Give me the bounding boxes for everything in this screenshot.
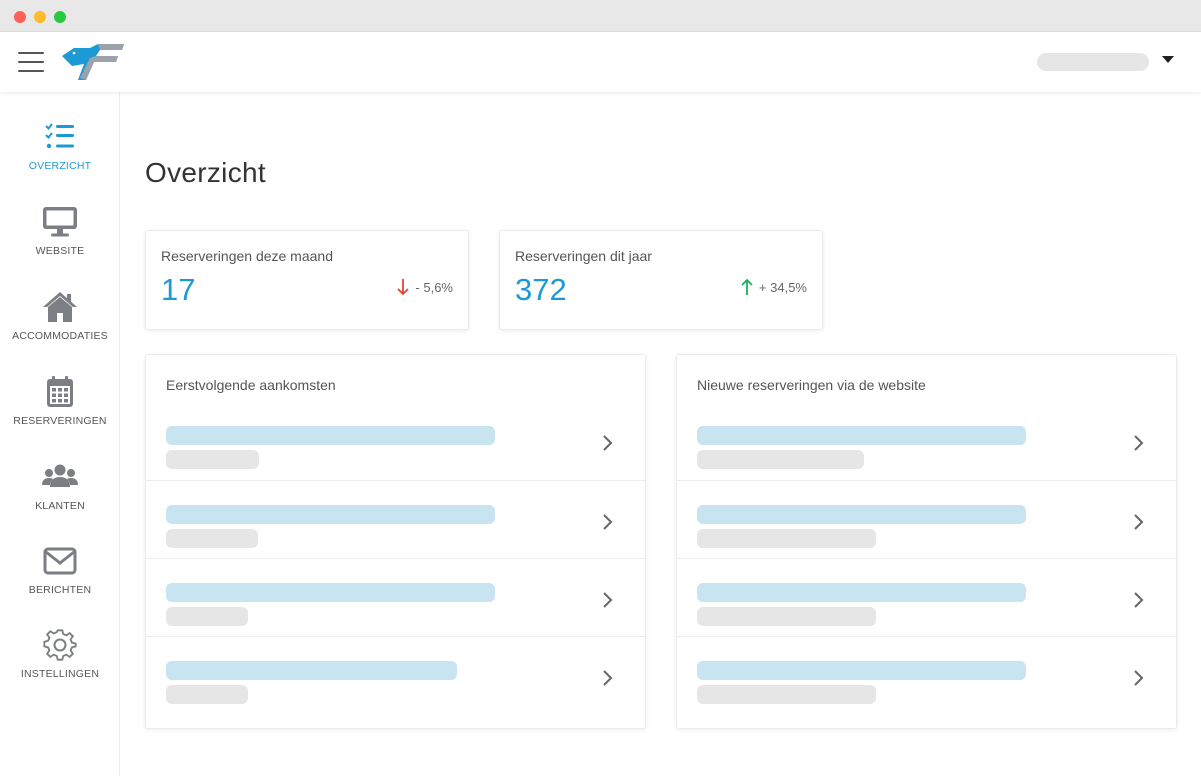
stat-value: 372 [515,272,567,307]
arrow-up-icon [741,278,753,295]
placeholder-bar [697,583,1026,602]
list-item[interactable] [677,559,1176,637]
arrivals-card: Eerstvolgende aankomsten [145,354,646,729]
sidebar-item-klanten[interactable]: KLANTEN [0,460,120,540]
placeholder-bar [166,450,259,469]
sidebar-item-label: KLANTEN [35,500,85,512]
placeholder-bar [166,505,495,524]
list-item[interactable] [146,638,645,716]
card-title: Eerstvolgende aankomsten [166,377,336,393]
chevron-right-icon [1134,514,1144,530]
placeholder-bar [166,661,457,680]
window-maximize-button[interactable] [54,11,66,23]
checklist-icon [45,123,74,149]
window-minimize-button[interactable] [34,11,46,23]
placeholder-bar [697,607,876,626]
sidebar-item-instellingen[interactable]: INSTELLINGEN [0,628,120,708]
arrow-down-icon [397,279,410,296]
sidebar-item-label: BERICHTEN [28,584,92,596]
top-bar [0,32,1201,92]
sidebar-item-berichten[interactable]: BERICHTEN [0,544,120,624]
sidebar-item-label: ACCOMMODATIES [12,330,108,342]
placeholder-bar [166,529,258,548]
placeholder-bar [697,529,876,548]
sidebar: OVERZICHT WEBSITE ACCOMMODATIES RESERVE [0,92,120,776]
list-item[interactable] [677,481,1176,559]
stat-label: Reserveringen deze maand [161,248,333,264]
card-title: Nieuwe reserveringen via de website [697,377,926,393]
sidebar-item-reserveringen[interactable]: RESERVERINGEN [0,375,120,455]
caret-down-icon[interactable] [1162,56,1174,63]
trend-value: - 5,6% [415,279,453,295]
envelope-icon [43,547,77,575]
placeholder-bar [697,505,1026,524]
website-reservations-card: Nieuwe reserveringen via de website [676,354,1177,729]
chevron-right-icon [603,670,613,686]
stat-card-year: Reserveringen dit jaar 372 + 34,5% [499,230,823,330]
eagle-logo-icon[interactable] [60,42,126,82]
trend-value: + 34,5% [758,279,807,295]
calendar-icon [47,376,73,407]
sidebar-item-label: RESERVERINGEN [13,415,107,427]
stat-card-month: Reserveringen deze maand 17 - 5,6% [145,230,469,330]
hamburger-icon[interactable] [18,52,44,72]
placeholder-bar [697,685,876,704]
stat-trend: + 34,5% [740,277,807,297]
list-item[interactable] [677,403,1176,481]
sidebar-item-label: WEBSITE [35,245,85,257]
list-item[interactable] [146,403,645,481]
sidebar-item-label: INSTELLINGEN [20,668,100,680]
placeholder-bar [166,426,495,445]
placeholder-bar [697,426,1026,445]
chevron-right-icon [1134,435,1144,451]
chevron-right-icon [603,592,613,608]
window-titlebar [0,0,1201,32]
monitor-icon [43,207,77,237]
chevron-right-icon [1134,670,1144,686]
chevron-right-icon [603,435,613,451]
list-item[interactable] [146,481,645,559]
sidebar-item-accommodaties[interactable]: ACCOMMODATIES [0,290,120,370]
user-name-placeholder[interactable] [1037,53,1149,71]
placeholder-bar [166,607,248,626]
sidebar-item-overzicht[interactable]: OVERZICHT [0,120,120,200]
stat-label: Reserveringen dit jaar [515,248,652,264]
placeholder-bar [697,661,1026,680]
users-icon [42,464,78,487]
page-title: Overzicht [145,157,266,188]
sidebar-item-website[interactable]: WEBSITE [0,205,120,285]
stat-value: 17 [161,272,196,307]
list-item[interactable] [677,638,1176,716]
sidebar-item-label: OVERZICHT [28,160,92,172]
chevron-right-icon [1134,592,1144,608]
list-item[interactable] [146,559,645,637]
placeholder-bar [166,583,495,602]
stat-trend: - 5,6% [396,277,453,297]
placeholder-bar [697,450,864,469]
placeholder-bar [166,685,248,704]
chevron-right-icon [603,514,613,530]
gear-icon [43,629,77,661]
home-icon [43,292,77,322]
window-close-button[interactable] [14,11,26,23]
